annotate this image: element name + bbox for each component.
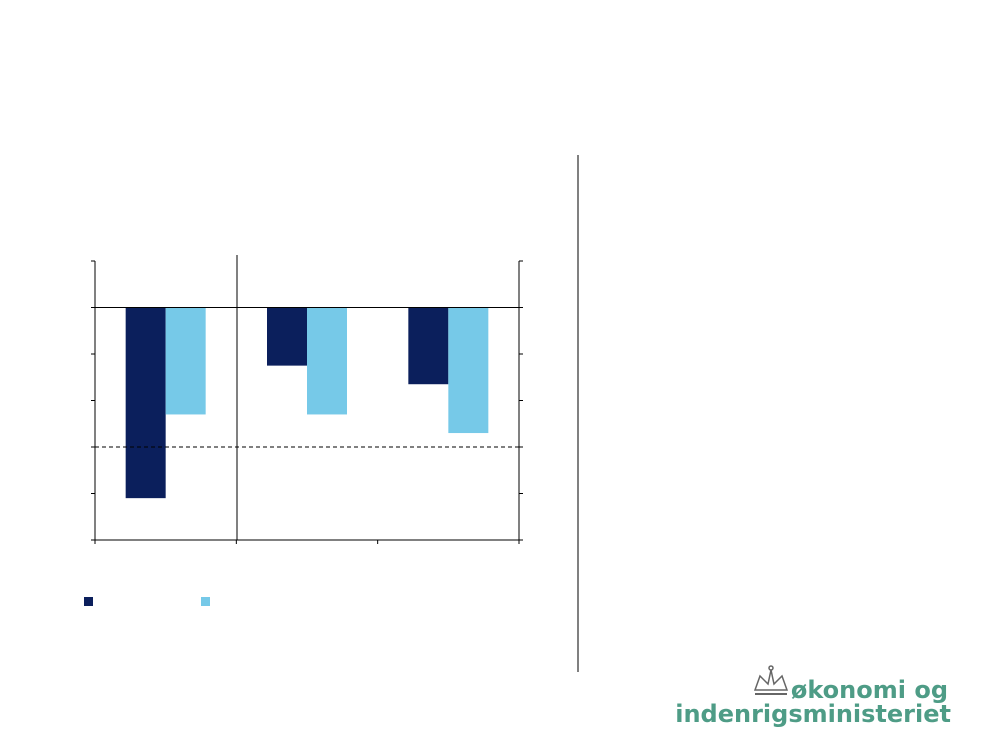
bar: [165, 307, 206, 415]
crown-icon: [753, 665, 789, 695]
bar: [267, 307, 307, 366]
bar: [125, 307, 166, 499]
bar: [307, 307, 347, 415]
legend-swatch: [201, 597, 210, 606]
logo-line-1: økonomi og: [791, 676, 948, 704]
bar: [448, 307, 489, 434]
logo-line-2: indenrigsministeriet: [675, 700, 951, 728]
legend-swatch: [84, 597, 93, 606]
bar: [408, 307, 449, 385]
